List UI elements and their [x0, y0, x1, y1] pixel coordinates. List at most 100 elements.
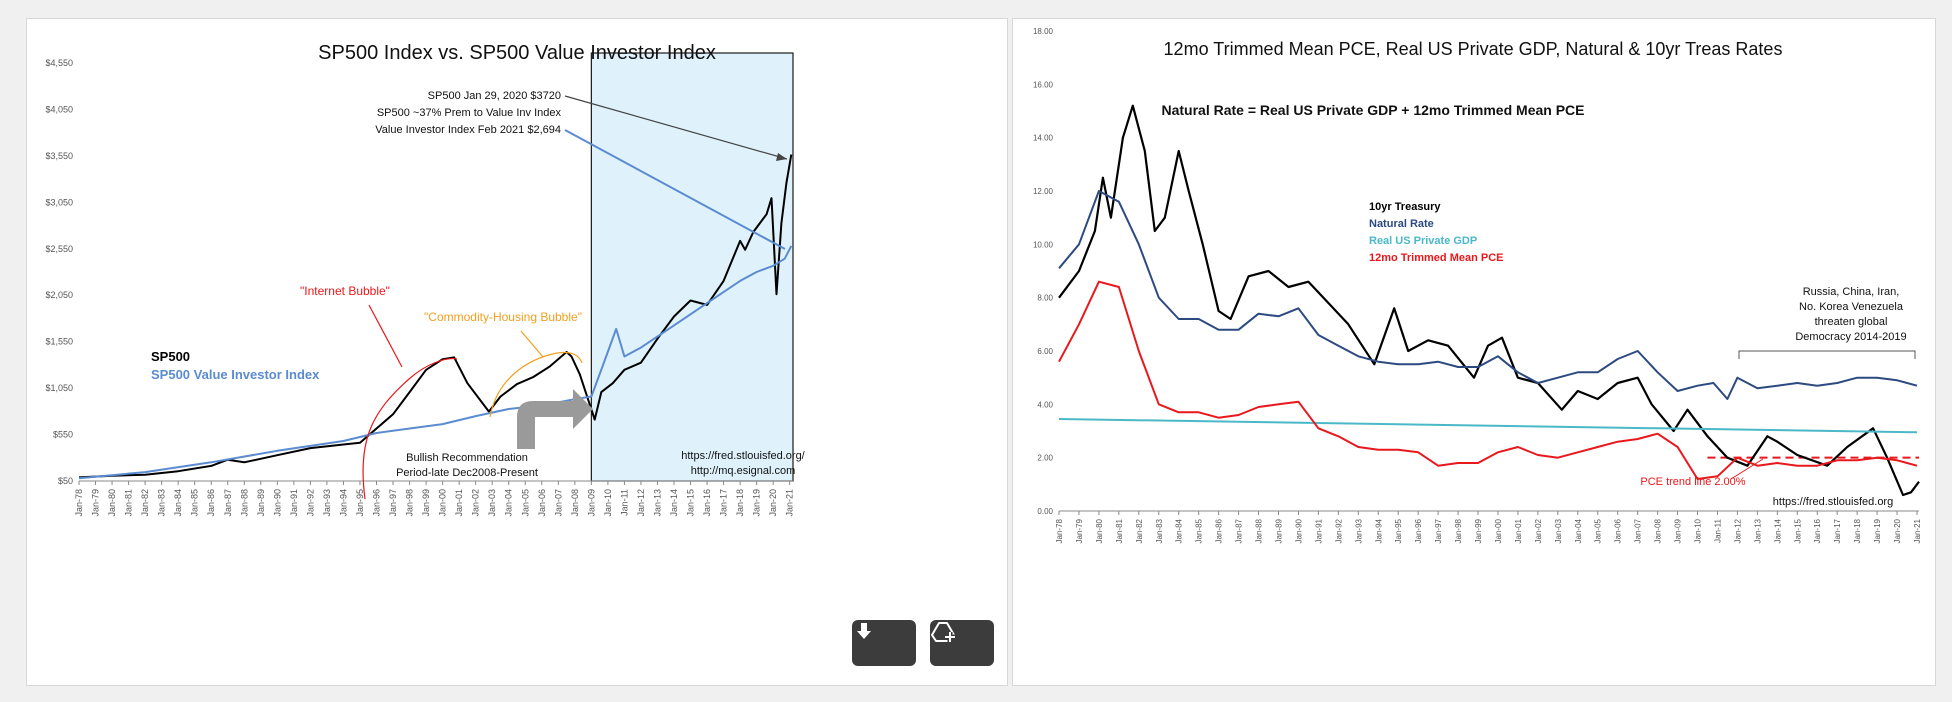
x-tick-label: Jan-20 [1893, 518, 1902, 543]
pce-trend-label: PCE trend line 2.00% [1640, 476, 1745, 488]
geo-note-4: Democracy 2014-2019 [1795, 331, 1906, 343]
x-tick-label: Jan-20 [768, 489, 778, 517]
y-tick-label: 10.00 [1033, 240, 1054, 249]
y-tick-label: $4,550 [45, 58, 73, 68]
x-tick-label: Jan-85 [1195, 518, 1204, 543]
x-tick-label: Jan-91 [289, 489, 299, 517]
x-tick-label: Jan-09 [586, 489, 596, 517]
x-tick-label: Jan-18 [1853, 518, 1862, 543]
chart-pce-gdp-rates: 0.00 2.00 4.00 6.00 8.00 10.00 12.00 14.00 16.00… [1012, 18, 1936, 686]
x-tick-label: Jan-95 [355, 489, 365, 517]
x-tick-label: Jan-10 [1694, 518, 1703, 543]
x-tick-label: Jan-93 [322, 489, 332, 517]
y-tick-label: 0.00 [1037, 507, 1053, 516]
bullish-arrow-icon [517, 389, 593, 449]
x-tick-label: Jan-92 [305, 489, 315, 517]
geo-note-3: threaten global [1815, 316, 1888, 328]
x-tick-label: Jan-84 [1175, 518, 1184, 543]
chart-right-svg: 0.00 2.00 4.00 6.00 8.00 10.00 12.00 14.00 16.00… [1013, 19, 1935, 685]
x-tick-label: Jan-16 [702, 489, 712, 517]
x-tick-label: Jan-13 [652, 489, 662, 517]
save-to-drive-button[interactable] [930, 620, 994, 666]
x-tick-label: Jan-05 [520, 489, 530, 517]
left-source-2: http://mq.esignal.com [691, 465, 796, 477]
x-tick-label: Jan-19 [752, 489, 762, 517]
y-tick-label: 4.00 [1037, 400, 1053, 409]
x-tick-label: Jan-08 [570, 489, 580, 517]
x-tick-label: Jan-00 [438, 489, 448, 517]
value-index-label: SP500 Value Investor Index [151, 367, 320, 382]
right-series [1059, 106, 1919, 495]
x-tick-label: Jan-00 [1494, 518, 1503, 543]
x-tick-label: Jan-11 [619, 489, 629, 516]
y-tick-label: 2.00 [1037, 454, 1053, 463]
sp500-label: SP500 [151, 349, 190, 364]
x-tick-label: Jan-83 [1155, 518, 1164, 543]
chart-sp500-vs-value-index: $50 $550 $1,050 $1,550 $2,050 $2,550 $3,050 $3,… [26, 18, 1008, 686]
internet-bubble-pointer [369, 305, 402, 367]
y-tick-label: $2,550 [45, 244, 73, 254]
chart-left-svg: $50 $550 $1,050 $1,550 $2,050 $2,550 $3,050 $3,… [27, 19, 1007, 685]
x-tick-label: Jan-04 [1574, 518, 1583, 543]
callout-value-index-feb2021: Value Investor Index Feb 2021 $2,694 [375, 124, 561, 136]
x-tick-label: Jan-09 [1674, 518, 1683, 543]
x-tick-label: Jan-93 [1354, 518, 1363, 543]
x-tick-label: Jan-98 [1454, 518, 1463, 543]
download-button[interactable] [852, 620, 916, 666]
x-tick-label: Jan-12 [1733, 518, 1742, 543]
y-tick-label: $550 [53, 430, 73, 440]
x-tick-label: Jan-17 [719, 489, 729, 517]
x-tick-label: Jan-07 [553, 489, 563, 517]
right-y-ticks: 0.002.004.006.008.0010.0012.0014.0016.00… [1033, 27, 1054, 516]
left-x-ticks: Jan-78 Jan-79 Jan-80 Jan-81 Jan-82 Jan-83 Jan-… [74, 481, 795, 517]
legend-natural-rate: Natural Rate [1369, 218, 1434, 230]
x-tick-label: Jan-87 [1235, 518, 1244, 543]
x-tick-label: Jan-97 [388, 489, 398, 517]
legend-trimmed-pce: 12mo Trimmed Mean PCE [1369, 252, 1504, 264]
right-chart-title: 12mo Trimmed Mean PCE, Real US Private G… [1164, 39, 1783, 59]
x-tick-label: Jan-80 [1095, 518, 1104, 543]
left-source-1: https://fred.stlouisfed.org/ [681, 450, 805, 462]
x-tick-label: Jan-12 [636, 489, 646, 517]
x-tick-label: Jan-08 [1654, 518, 1663, 543]
bullish-label-1: Bullish Recommendation [406, 452, 528, 464]
x-tick-label: Jan-96 [372, 489, 382, 517]
x-tick-label: Jan-02 [471, 489, 481, 517]
x-tick-label: Jan-21 [1913, 518, 1922, 543]
x-tick-label: Jan-78 [1055, 518, 1064, 543]
x-tick-label: Jan-10 [603, 489, 613, 517]
y-tick-label: $3,550 [45, 151, 73, 161]
y-tick-label: 16.00 [1033, 80, 1054, 89]
commodity-bubble-pointer [521, 331, 543, 357]
x-tick-label: Jan-84 [173, 489, 183, 517]
x-tick-label: Jan-85 [190, 489, 200, 517]
legend-10yr-treasury: 10yr Treasury [1369, 201, 1441, 213]
y-tick-label: $1,550 [45, 337, 73, 347]
x-tick-label: Jan-87 [223, 489, 233, 517]
x-tick-label: Jan-03 [1554, 518, 1563, 543]
x-tick-label: Jan-90 [272, 489, 282, 517]
y-tick-label: 6.00 [1037, 347, 1053, 356]
x-tick-label: Jan-78 [74, 489, 84, 517]
y-tick-label: 12.00 [1033, 187, 1054, 196]
x-tick-label: Jan-07 [1634, 518, 1643, 543]
x-tick-label: Jan-89 [1274, 518, 1283, 543]
x-tick-label: Jan-05 [1594, 518, 1603, 543]
x-tick-label: Jan-01 [454, 489, 464, 517]
x-tick-label: Jan-79 [91, 489, 101, 517]
right-chart-subtitle: Natural Rate = Real US Private GDP + 12m… [1161, 102, 1584, 118]
x-tick-label: Jan-91 [1314, 518, 1323, 543]
x-tick-label: Jan-18 [735, 489, 745, 517]
x-tick-label: Jan-98 [405, 489, 415, 517]
x-tick-label: Jan-92 [1334, 518, 1343, 543]
x-tick-label: Jan-17 [1833, 518, 1842, 543]
series-line-natural-rate [1059, 191, 1917, 399]
callout-sp500-jan2020: SP500 Jan 29, 2020 $3720 [428, 90, 561, 102]
commodity-bubble-label: "Commodity-Housing Bubble" [424, 310, 582, 324]
x-tick-label: Jan-14 [1773, 518, 1782, 543]
y-tick-label: $3,050 [45, 197, 73, 207]
x-tick-label: Jan-88 [239, 489, 249, 517]
x-tick-label: Jan-95 [1394, 518, 1403, 543]
x-tick-label: Jan-11 [1713, 518, 1722, 542]
geo-note-bracket [1739, 351, 1915, 359]
